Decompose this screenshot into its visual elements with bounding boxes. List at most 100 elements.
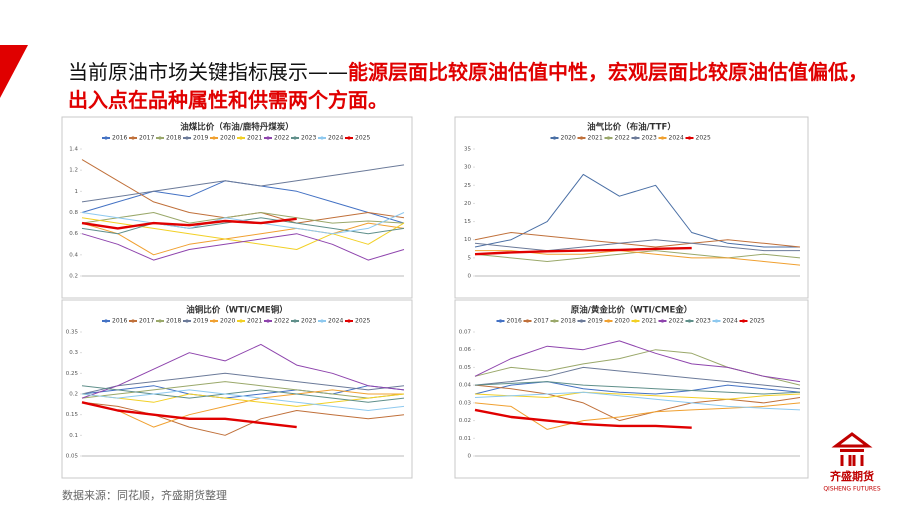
series-line <box>81 389 404 428</box>
legend-dot <box>104 319 108 323</box>
legend-label: 2024 <box>669 135 684 142</box>
legend-dot <box>131 319 135 323</box>
legend-label: 2018 <box>166 318 181 325</box>
y-tick-label: 0.04 <box>459 383 472 389</box>
y-tick-label: 0.03 <box>459 400 472 406</box>
legend-dot <box>552 136 557 140</box>
series-line <box>81 222 405 256</box>
series-line <box>474 384 801 422</box>
source-note: 数据来源：同花顺，齐盛期货整理 <box>62 489 227 502</box>
logo-pillars <box>840 455 864 466</box>
legend-label: 2021 <box>247 318 262 325</box>
series-line <box>474 381 801 395</box>
legend-dot <box>498 319 503 323</box>
legend-dot <box>131 136 135 140</box>
logo-bar <box>840 449 864 452</box>
series-line <box>474 239 800 252</box>
legend-dot <box>579 136 584 140</box>
legend-label: 2020 <box>220 318 235 325</box>
legend-dot <box>633 319 638 323</box>
legend-label: 2023 <box>301 318 316 325</box>
series-line <box>81 217 297 230</box>
y-tick-label: 0 <box>468 274 472 280</box>
y-tick-label: 0.06 <box>459 347 472 353</box>
legend-label: 2017 <box>139 318 154 325</box>
slide-title: 当前原油市场关键指标展示——能源层面比较原油估值中性，宏观层面比较原油估值偏低，… <box>68 58 868 114</box>
y-tick-label: 0 <box>468 454 472 460</box>
chart-title: 油铜比价（WTI/CME铜） <box>186 305 287 316</box>
legend-dot <box>606 136 611 140</box>
legend-dot <box>347 136 351 140</box>
legend-label: 2019 <box>193 318 208 325</box>
legend-dot <box>552 319 557 323</box>
legend-dot <box>687 319 692 323</box>
legend-dot <box>606 319 611 323</box>
y-tick-label: 0.1 <box>69 433 78 439</box>
title-red: 能源层面比较原油估值中性，宏观层面比较原油估值偏低，出入点在品种属性和供需两个方… <box>68 60 868 112</box>
series-line <box>81 233 405 261</box>
chart-panel: 油气比价（布油/TTF）2020 2021 2022 2023 2024 20250510… <box>454 116 809 299</box>
legend-label: 2021 <box>588 135 603 142</box>
legend-dot <box>212 319 216 323</box>
logo-english: QISHENG FUTURES <box>823 486 881 493</box>
legend-label: 2017 <box>534 318 549 325</box>
panel-border <box>61 116 413 299</box>
y-tick-label: 10 <box>464 237 471 243</box>
y-tick-label: 0.6 <box>69 231 78 237</box>
series-line <box>474 246 692 256</box>
legend-label: 2017 <box>139 135 154 142</box>
chart-title: 油气比价（布油/TTF） <box>587 122 676 133</box>
chart-title: 原油/黄金比价（WTI/CME金） <box>571 305 693 316</box>
panel-border <box>454 299 809 479</box>
y-tick-label: 1.4 <box>69 147 78 153</box>
y-tick-label: 0.05 <box>66 454 79 460</box>
legend-dot <box>185 319 189 323</box>
y-tick-label: 0.35 <box>66 330 79 336</box>
y-tick-label: 0.4 <box>69 252 78 258</box>
y-tick-label: 0.8 <box>69 210 78 216</box>
panel-border <box>454 116 809 299</box>
chart-title: 油煤比价（布油/鹿特丹煤炭） <box>180 122 294 133</box>
y-tick-label: 30 <box>464 165 471 171</box>
chart-panel: 原油/黄金比价（WTI/CME金） 2016 2017 2018 2019 2020 202… <box>454 299 809 479</box>
legend-label: 2019 <box>193 135 208 142</box>
legend-label: 2022 <box>669 318 684 325</box>
legend-dot <box>293 136 297 140</box>
corner-accent <box>0 45 28 98</box>
series-line <box>474 366 801 390</box>
series-line <box>81 401 405 436</box>
y-tick-label: 0.2 <box>69 392 78 398</box>
legend-label: 2016 <box>112 135 127 142</box>
series-line <box>81 389 405 411</box>
legend-label: 2025 <box>750 318 765 325</box>
chart-panel: 油煤比价（布油/鹿特丹煤炭） 2016 2017 2018 2019 2020 2021 20… <box>61 116 413 299</box>
legend-dot <box>633 136 638 140</box>
legend-label: 2019 <box>588 318 603 325</box>
legend-label: 2021 <box>642 318 657 325</box>
y-tick-label: 20 <box>464 201 471 207</box>
legend-label: 2025 <box>696 135 711 142</box>
logo: 齐盛期货 QISHENG FUTURES <box>823 432 881 493</box>
series-line <box>81 164 405 203</box>
series-line <box>474 381 801 395</box>
y-tick-label: 1 <box>75 189 79 195</box>
legend-dot <box>212 136 216 140</box>
legend-dot <box>104 136 108 140</box>
y-tick-label: 35 <box>464 147 471 153</box>
legend-dot <box>320 319 324 323</box>
y-tick-label: 0.15 <box>66 412 79 418</box>
title-black: 当前原油市场关键指标展示—— <box>68 60 348 84</box>
y-tick-label: 0.25 <box>66 371 79 377</box>
series-line <box>474 391 801 400</box>
legend-label: 2024 <box>328 318 343 325</box>
y-tick-label: 15 <box>464 219 471 225</box>
legend-label: 2020 <box>561 135 576 142</box>
legend-dot <box>660 136 665 140</box>
legend-label: 2024 <box>723 318 738 325</box>
series-line <box>474 173 800 248</box>
legend-dot <box>266 136 270 140</box>
legend-dot <box>660 319 665 323</box>
legend-label: 2022 <box>274 135 289 142</box>
legend-label: 2016 <box>112 318 127 325</box>
